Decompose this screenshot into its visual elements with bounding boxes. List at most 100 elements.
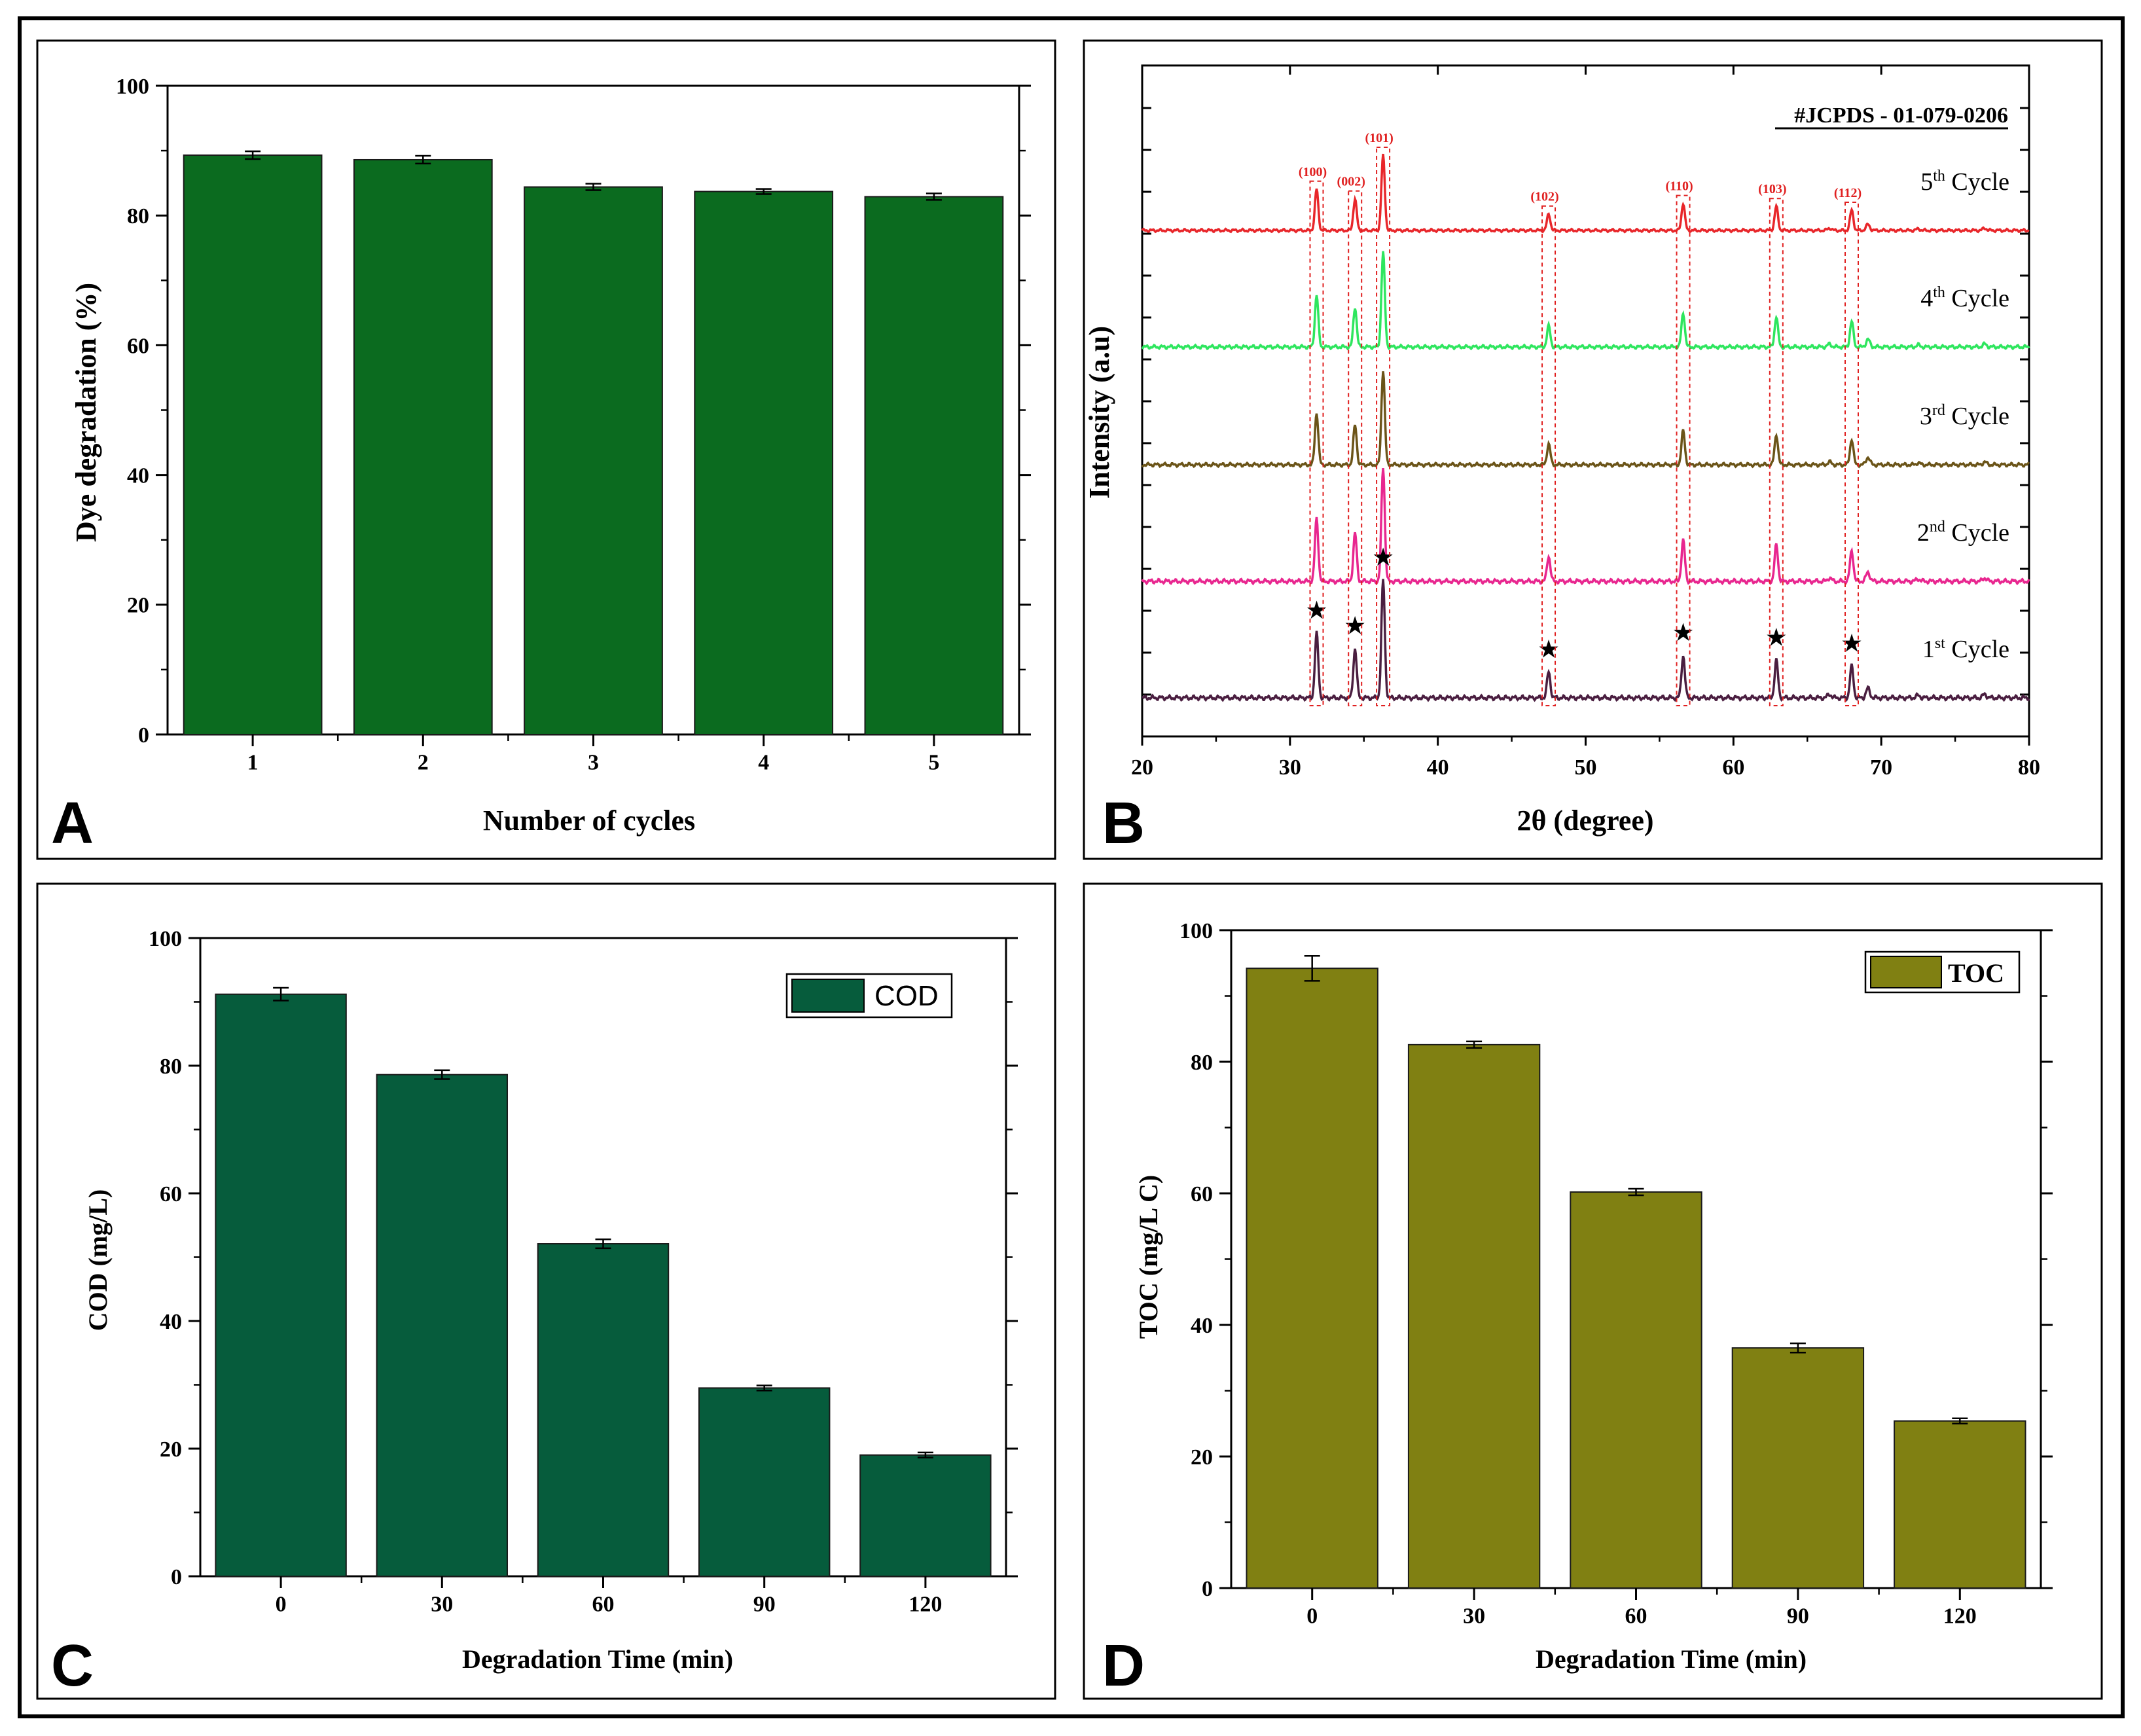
panel-b-star-marker: ★ xyxy=(1344,612,1366,640)
panel-d-legend-label: TOC xyxy=(1948,958,2004,988)
panel-b-peak-box xyxy=(1309,180,1324,706)
panel-d-y-tick-label: 100 xyxy=(1179,919,1213,943)
panel-c-y-tick-label: 80 xyxy=(160,1055,182,1079)
panel-b: 20 30 40 50 60 70 80 5th Cycle 4th Cycle 3rd Cycl… xyxy=(1083,39,2103,860)
panel-b-peak-box xyxy=(1376,147,1391,706)
panel-a-bar xyxy=(183,154,323,736)
panel-a-x-axis-title: Number of cycles xyxy=(483,805,695,837)
panel-d-letter: D xyxy=(1102,1633,1145,1699)
panel-d-y-tick-label: 0 xyxy=(1202,1577,1213,1601)
panel-a-bar xyxy=(694,190,834,735)
panel-c-letter: C xyxy=(51,1633,94,1699)
panel-c-y-tick-label: 60 xyxy=(160,1182,182,1206)
panel-b-peak-box xyxy=(1541,205,1556,706)
panel-a-bar xyxy=(864,196,1004,735)
panel-b-x-tick-label: 80 xyxy=(2018,755,2040,780)
panel-d-y-tick-label: 80 xyxy=(1191,1051,1213,1075)
panel-d: 0 20 40 60 80 100 0 30 60 90 120 TOC Degradation T… xyxy=(1083,882,2103,1700)
panel-a-y-tick-label: 20 xyxy=(127,594,149,618)
panel-b-x-tick-label: 30 xyxy=(1279,755,1301,780)
panel-d-y-axis-title: TOC (mg/L C) xyxy=(1134,1175,1163,1339)
panel-b-series-label: 5th Cycle xyxy=(1920,168,2009,196)
panel-c-y-tick-label: 20 xyxy=(160,1438,182,1462)
panel-b-x-tick-label: 50 xyxy=(1575,755,1597,780)
panel-c-bar xyxy=(215,993,347,1578)
panel-d-bar xyxy=(1570,1191,1702,1589)
panel-b-x-tick-label: 40 xyxy=(1427,755,1449,780)
panel-b-hkl-label: (002) xyxy=(1337,175,1365,189)
panel-a-bar xyxy=(524,186,663,735)
panel-b-peak-box xyxy=(1348,190,1363,706)
panel-c-y-tick-label: 100 xyxy=(149,927,182,951)
panel-d-x-tick-label: 30 xyxy=(1463,1604,1485,1629)
panel-b-hkl-label: (103) xyxy=(1758,182,1786,196)
panel-b-series-label: 3rd Cycle xyxy=(1920,402,2009,430)
panel-c-y-axis-title: COD (mg/L) xyxy=(83,1189,113,1331)
panel-d-frame xyxy=(1083,882,2103,1700)
panel-b-hkl-label: (101) xyxy=(1365,131,1393,145)
panel-b-letter: B xyxy=(1102,791,1145,856)
panel-c-x-tick-label: 120 xyxy=(909,1593,942,1617)
panel-b-series-line xyxy=(1141,371,2030,469)
panel-b-peak-box xyxy=(1844,201,1859,706)
panel-c-x-tick-label: 30 xyxy=(431,1593,453,1617)
panel-d-y-tick-label: 40 xyxy=(1191,1314,1213,1338)
panel-b-series-line xyxy=(1141,251,2030,351)
panel-a-y-axis-title: Dye degradation (%) xyxy=(70,283,102,542)
panel-d-x-axis-title: Degradation Time (min) xyxy=(1536,1644,1807,1674)
panel-b-x-tick-label: 60 xyxy=(1722,755,1744,780)
panel-b-series-line xyxy=(1141,153,2030,234)
panel-a-y-tick-label: 0 xyxy=(138,723,149,748)
panel-b-series-label: 1st Cycle xyxy=(1922,635,2009,663)
panel-b-star-marker: ★ xyxy=(1305,597,1327,624)
panel-b-star-marker: ★ xyxy=(1372,544,1394,571)
panel-b-peak-box xyxy=(1676,194,1691,707)
panel-c-bar xyxy=(859,1454,992,1577)
panel-b-star-marker: ★ xyxy=(1765,624,1788,651)
panel-d-x-tick-label: 90 xyxy=(1787,1604,1809,1629)
panel-a-letter: A xyxy=(51,791,94,856)
panel-a-y-tick-label: 60 xyxy=(127,334,149,358)
panel-d-x-tick-label: 60 xyxy=(1625,1604,1647,1629)
panel-c-bar xyxy=(698,1387,831,1577)
panel-b-y-axis-title: Intensity (a.u) xyxy=(1083,326,1115,499)
panel-a-x-tick-label: 2 xyxy=(418,751,429,775)
panel-d-bar xyxy=(1246,967,1378,1589)
panel-d-x-tick-label: 0 xyxy=(1306,1604,1318,1629)
panel-b-peak-box xyxy=(1769,198,1784,706)
panel-b-hkl-label: (110) xyxy=(1665,179,1693,194)
panel-b-series-line xyxy=(1141,467,2030,586)
panel-b-hkl-label: (102) xyxy=(1530,190,1558,204)
panel-a-y-tick-label: 80 xyxy=(127,204,149,228)
panel-a-y-tick-label: 100 xyxy=(116,75,149,99)
panel-b-star-marker: ★ xyxy=(1672,619,1695,647)
panel-a-x-tick-label: 1 xyxy=(247,751,259,775)
panel-b-series-label: 4th Cycle xyxy=(1920,284,2009,312)
panel-d-x-tick-label: 120 xyxy=(1943,1604,1977,1629)
panel-a-y-tick-label: 40 xyxy=(127,464,149,488)
panel-b-x-tick-label: 20 xyxy=(1131,755,1153,780)
panel-c-y-tick-label: 40 xyxy=(160,1310,182,1334)
panel-c-legend-label: COD xyxy=(874,980,939,1012)
panel-b-star-marker: ★ xyxy=(1841,630,1863,657)
panel-c-x-tick-label: 0 xyxy=(276,1593,287,1617)
panel-c-x-tick-label: 60 xyxy=(592,1593,615,1617)
panel-a-x-tick-label: 5 xyxy=(928,751,939,775)
panel-a-frame xyxy=(36,39,1056,860)
panel-a-x-tick-label: 4 xyxy=(758,751,769,775)
panel-b-series-label: 2nd Cycle xyxy=(1917,518,2009,547)
panel-c-y-tick-label: 0 xyxy=(171,1565,182,1589)
panel-a-bar xyxy=(353,158,493,735)
panel-c-legend-swatch xyxy=(791,979,865,1013)
panel-b-x-tick-label: 70 xyxy=(1870,755,1892,780)
panel-c: 0 20 40 60 80 100 0 30 60 90 120 COD Degradation T… xyxy=(36,882,1056,1700)
panel-a: 0 20 40 60 80 100 1 2 3 4 5 Number of cycles Dye d… xyxy=(36,39,1056,860)
panel-d-bar xyxy=(1731,1347,1865,1589)
panel-d-bar xyxy=(1894,1420,2026,1589)
panel-d-y-tick-label: 20 xyxy=(1191,1445,1213,1470)
panel-c-bar xyxy=(537,1243,670,1578)
panel-b-x-axis-title: 2θ (degree) xyxy=(1517,805,1653,837)
panel-d-y-tick-label: 60 xyxy=(1191,1182,1213,1206)
panel-b-star-marker: ★ xyxy=(1538,636,1560,663)
